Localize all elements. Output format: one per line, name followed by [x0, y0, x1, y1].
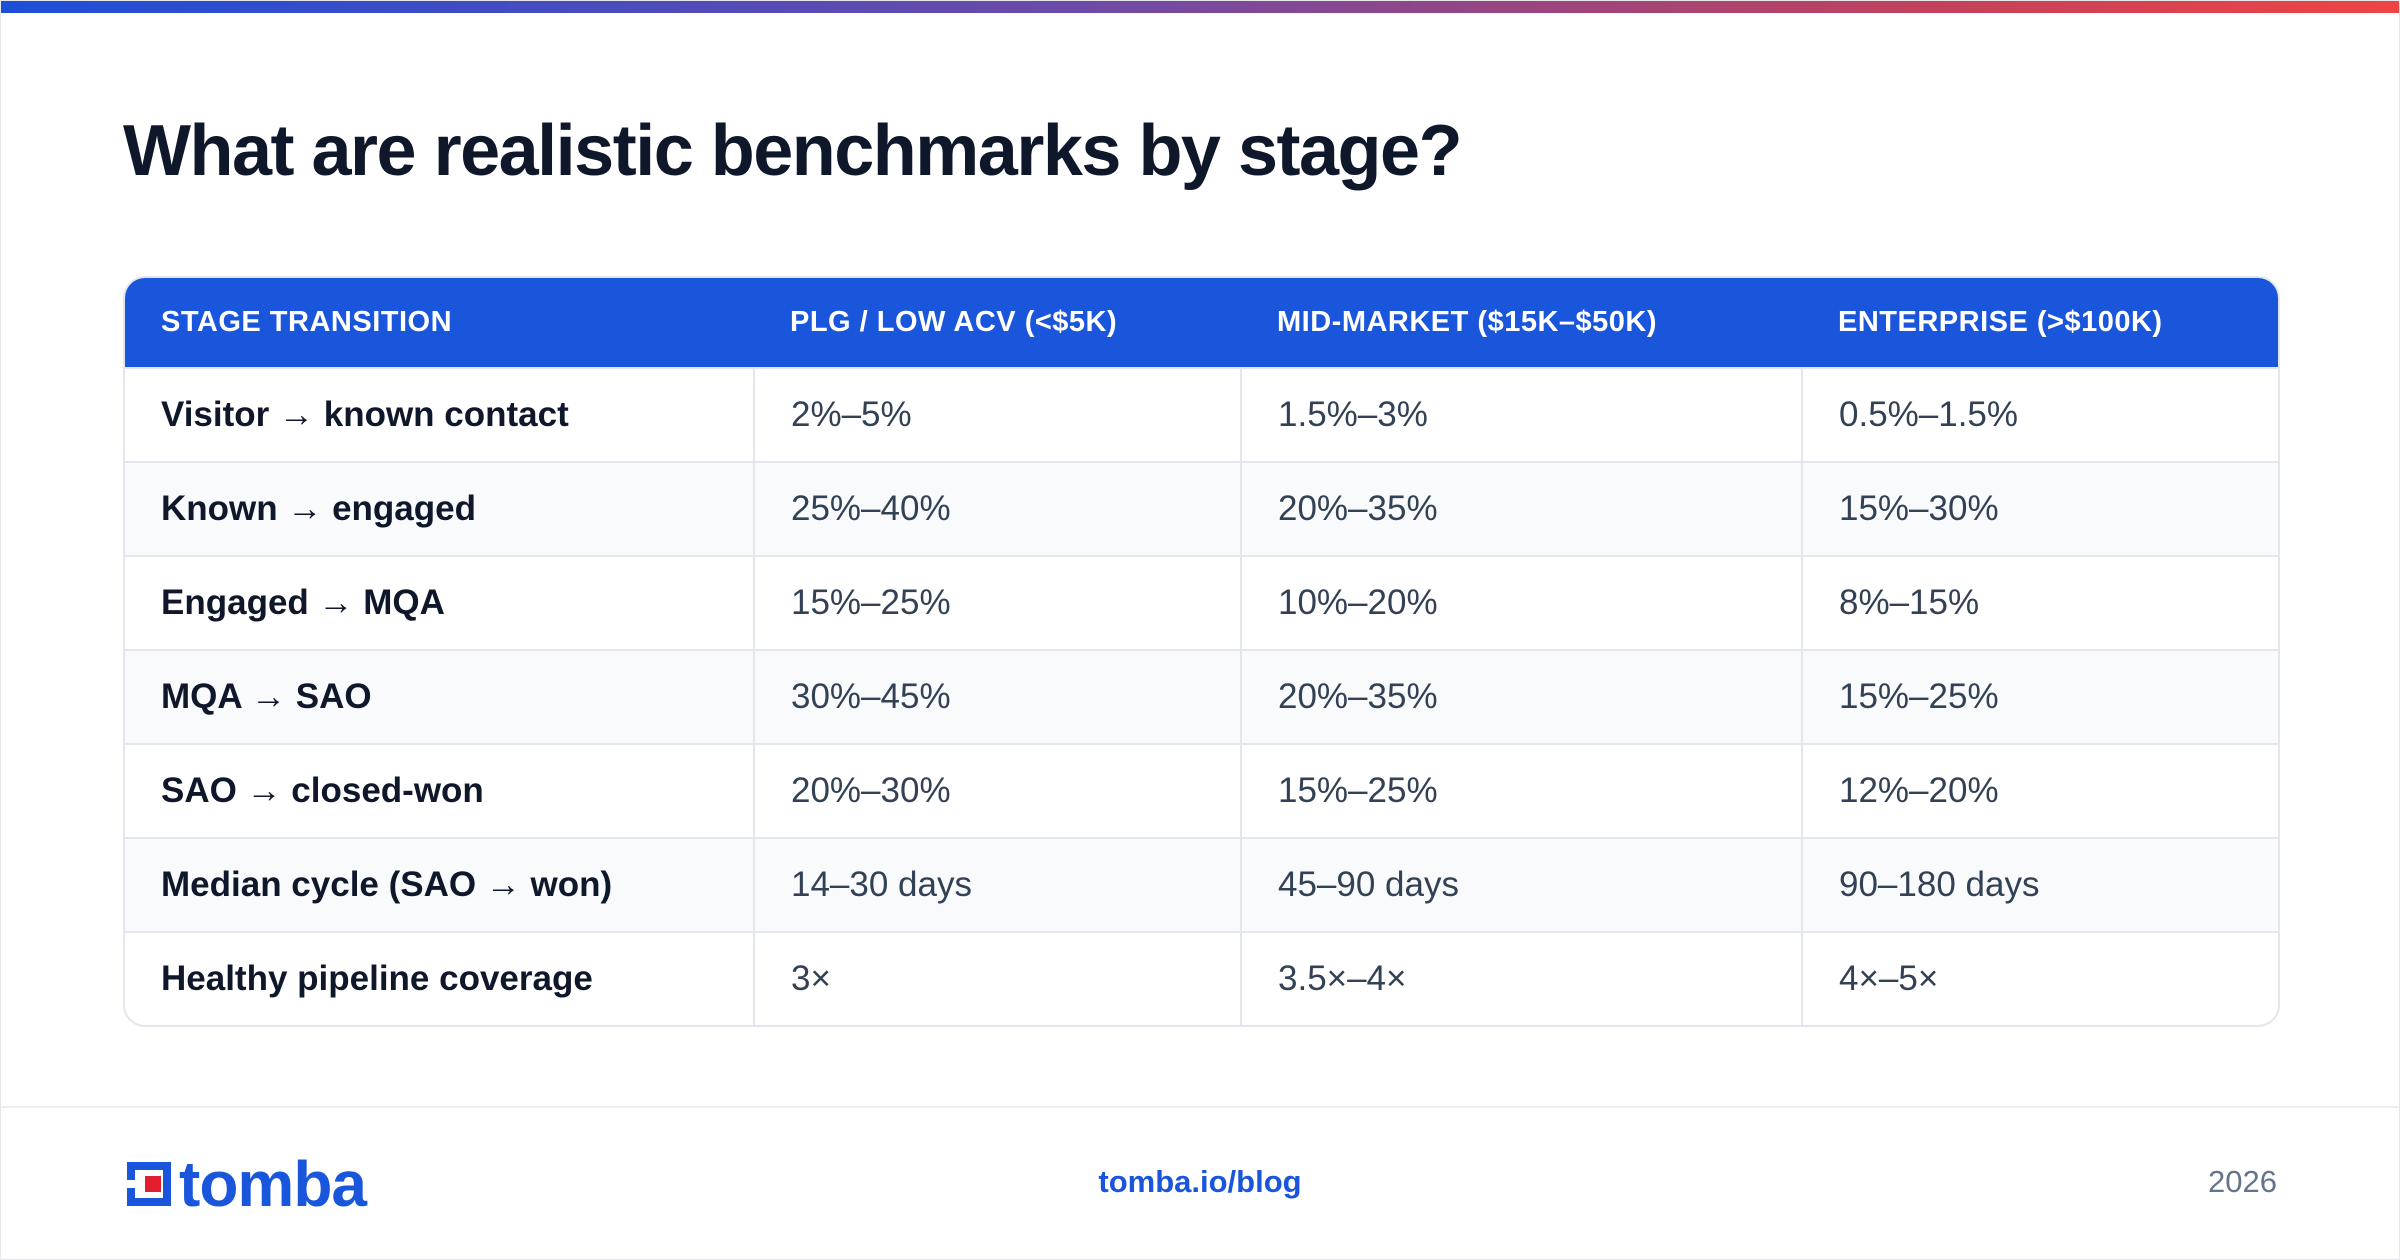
- table-row: Known → engaged 25%–40% 20%–35% 15%–30%: [125, 461, 2278, 556]
- plg-cell: 25%–40%: [753, 461, 1241, 556]
- plg-cell: 3×: [753, 931, 1241, 1025]
- table-row: SAO → closed-won 20%–30% 15%–25% 12%–20%: [125, 743, 2278, 838]
- enterprise-cell: 4×–5×: [1801, 931, 2278, 1025]
- plg-cell: 2%–5%: [753, 367, 1241, 462]
- tomba-logo[interactable]: tomba: [123, 1148, 367, 1220]
- stage-cell: Engaged → MQA: [125, 555, 754, 650]
- enterprise-cell: 15%–25%: [1801, 649, 2278, 744]
- table-row: Healthy pipeline coverage 3× 3.5×–4× 4×–…: [125, 931, 2278, 1025]
- logo-wordmark: tomba: [179, 1148, 367, 1220]
- table-header-row: STAGE TRANSITION PLG / LOW ACV (<$5K) MI…: [125, 278, 2278, 368]
- stage-cell: Median cycle (SAO → won): [125, 837, 754, 932]
- tomba-logo-mark-icon: [127, 1162, 171, 1206]
- top-gradient-bar: [1, 1, 2399, 13]
- column-header-enterprise: ENTERPRISE (>$100K): [1802, 278, 2278, 368]
- enterprise-cell: 0.5%–1.5%: [1801, 367, 2278, 462]
- table-row: Visitor → known contact 2%–5% 1.5%–3% 0.…: [125, 367, 2278, 462]
- benchmarks-table: STAGE TRANSITION PLG / LOW ACV (<$5K) MI…: [125, 278, 2278, 1025]
- stage-cell: SAO → closed-won: [125, 743, 754, 838]
- mid-market-cell: 20%–35%: [1240, 461, 1802, 556]
- plg-cell: 14–30 days: [753, 837, 1241, 932]
- enterprise-cell: 8%–15%: [1801, 555, 2278, 650]
- mid-market-cell: 10%–20%: [1240, 555, 1802, 650]
- stage-cell: Healthy pipeline coverage: [125, 931, 754, 1025]
- enterprise-cell: 15%–30%: [1801, 461, 2278, 556]
- blog-link[interactable]: tomba.io/blog: [1098, 1164, 1302, 1199]
- plg-cell: 20%–30%: [753, 743, 1241, 838]
- stage-cell: MQA → SAO: [125, 649, 754, 744]
- footer-divider: [1, 1106, 2399, 1108]
- plg-cell: 30%–45%: [753, 649, 1241, 744]
- table-row: MQA → SAO 30%–45% 20%–35% 15%–25%: [125, 649, 2278, 744]
- footer-year: 2026: [2208, 1164, 2277, 1199]
- mid-market-cell: 20%–35%: [1240, 649, 1802, 744]
- mid-market-cell: 45–90 days: [1240, 837, 1802, 932]
- benchmarks-table-card: STAGE TRANSITION PLG / LOW ACV (<$5K) MI…: [123, 276, 2280, 1027]
- mid-market-cell: 3.5×–4×: [1240, 931, 1802, 1025]
- column-header-stage: STAGE TRANSITION: [125, 278, 754, 368]
- column-header-mid-market: MID-MARKET ($15K–$50K): [1241, 278, 1802, 368]
- plg-cell: 15%–25%: [753, 555, 1241, 650]
- mid-market-cell: 1.5%–3%: [1240, 367, 1802, 462]
- table-row: Median cycle (SAO → won) 14–30 days 45–9…: [125, 837, 2278, 932]
- mid-market-cell: 15%–25%: [1240, 743, 1802, 838]
- table-row: Engaged → MQA 15%–25% 10%–20% 8%–15%: [125, 555, 2278, 650]
- page-title: What are realistic benchmarks by stage?: [123, 111, 1463, 191]
- enterprise-cell: 12%–20%: [1801, 743, 2278, 838]
- stage-cell: Visitor → known contact: [125, 367, 754, 462]
- enterprise-cell: 90–180 days: [1801, 837, 2278, 932]
- stage-cell: Known → engaged: [125, 461, 754, 556]
- column-header-plg: PLG / LOW ACV (<$5K): [754, 278, 1241, 368]
